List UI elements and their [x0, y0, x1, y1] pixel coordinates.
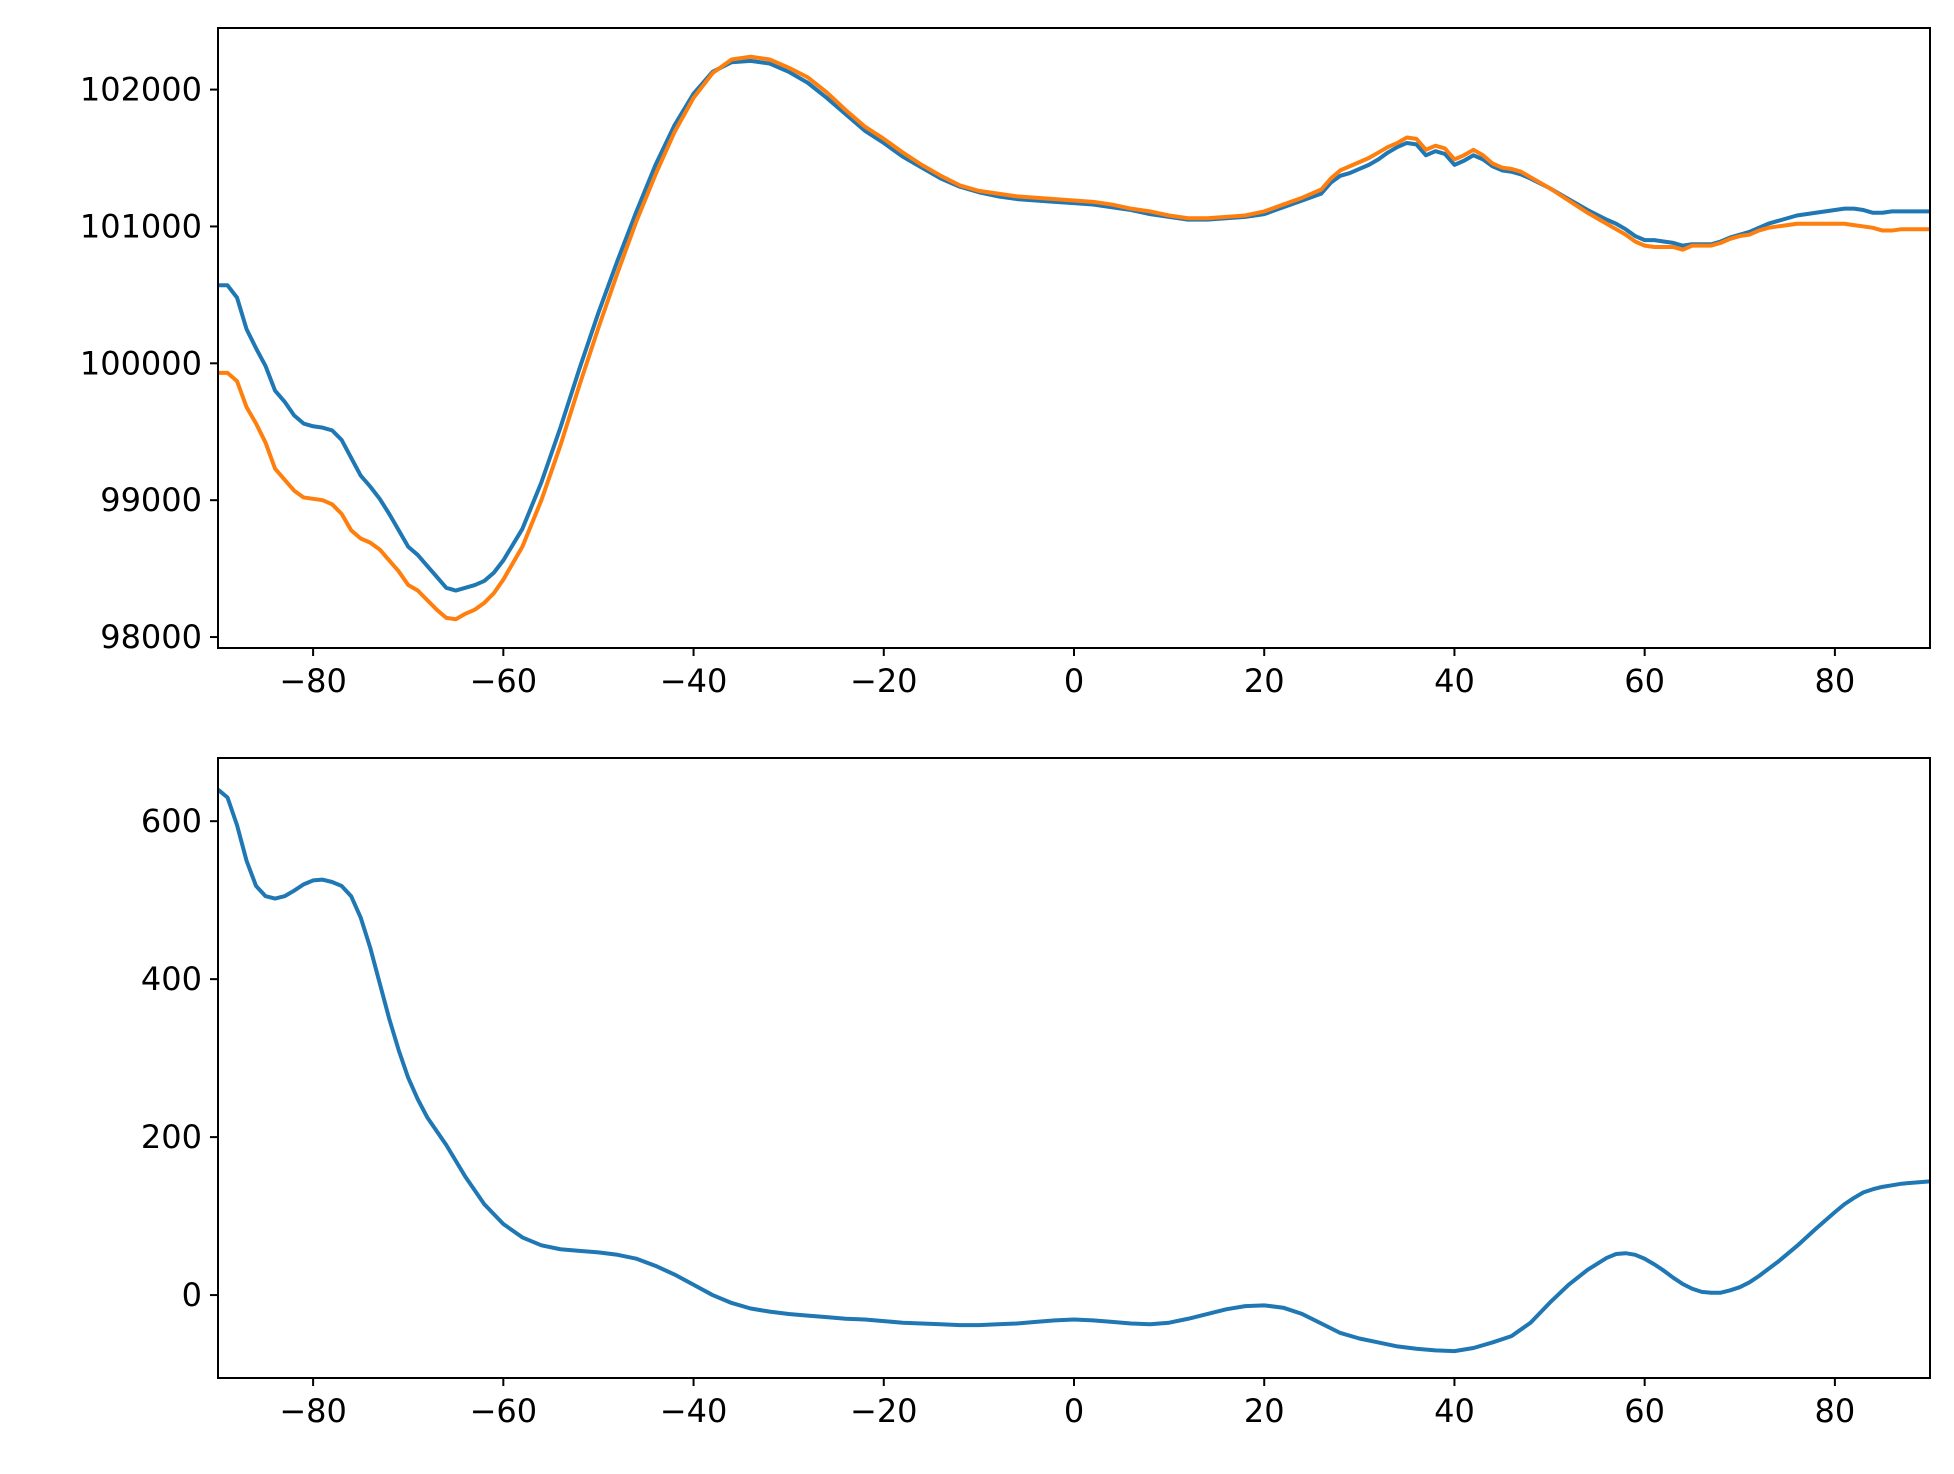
- x-tick-label: −60: [470, 1392, 538, 1430]
- y-tick-label: 200: [141, 1118, 202, 1156]
- x-tick-label: −60: [470, 662, 538, 700]
- y-tick-label: 98000: [100, 618, 202, 656]
- series-line-2: [218, 54, 1930, 622]
- x-tick-label: 60: [1624, 662, 1665, 700]
- x-tick-label: −20: [850, 1392, 918, 1430]
- y-tick-label: 400: [141, 960, 202, 998]
- x-tick-label: 20: [1244, 1392, 1285, 1430]
- y-tick-label: 101000: [80, 207, 202, 245]
- x-tick-label: 0: [1064, 662, 1084, 700]
- y-tick-label: 600: [141, 802, 202, 840]
- axes-frame: [217, 757, 1931, 1379]
- bottom-panel: −80 −60 −40 −20 0 20 40 60 80 0 200 400 600: [141, 757, 1931, 1430]
- y-tick-label: 100000: [80, 344, 202, 382]
- x-tick-label: 40: [1434, 662, 1475, 700]
- x-tick-label: 40: [1434, 1392, 1475, 1430]
- x-tick-label: −20: [850, 662, 918, 700]
- x-tick-label: 20: [1244, 662, 1285, 700]
- axes-frame: [217, 27, 1931, 649]
- x-tick-label: −80: [279, 662, 347, 700]
- x-tick-label: 80: [1815, 662, 1856, 700]
- x-tick-label: −80: [279, 1392, 347, 1430]
- x-tick-label: −40: [660, 1392, 728, 1430]
- y-tick-label: 0: [182, 1276, 202, 1314]
- series-line-1: [218, 58, 1930, 593]
- x-tick-label: 60: [1624, 1392, 1665, 1430]
- y-tick-label: 102000: [80, 71, 202, 109]
- series-line-1: [218, 788, 1930, 1354]
- y-tick-label: 99000: [100, 481, 202, 519]
- x-tick-label: 0: [1064, 1392, 1084, 1430]
- top-panel: −80 −60 −40 −20 0 20 40 60 80 98000 99000 100000 101…: [80, 27, 1931, 700]
- x-tick-label: −40: [660, 662, 728, 700]
- x-tick-label: 80: [1815, 1392, 1856, 1430]
